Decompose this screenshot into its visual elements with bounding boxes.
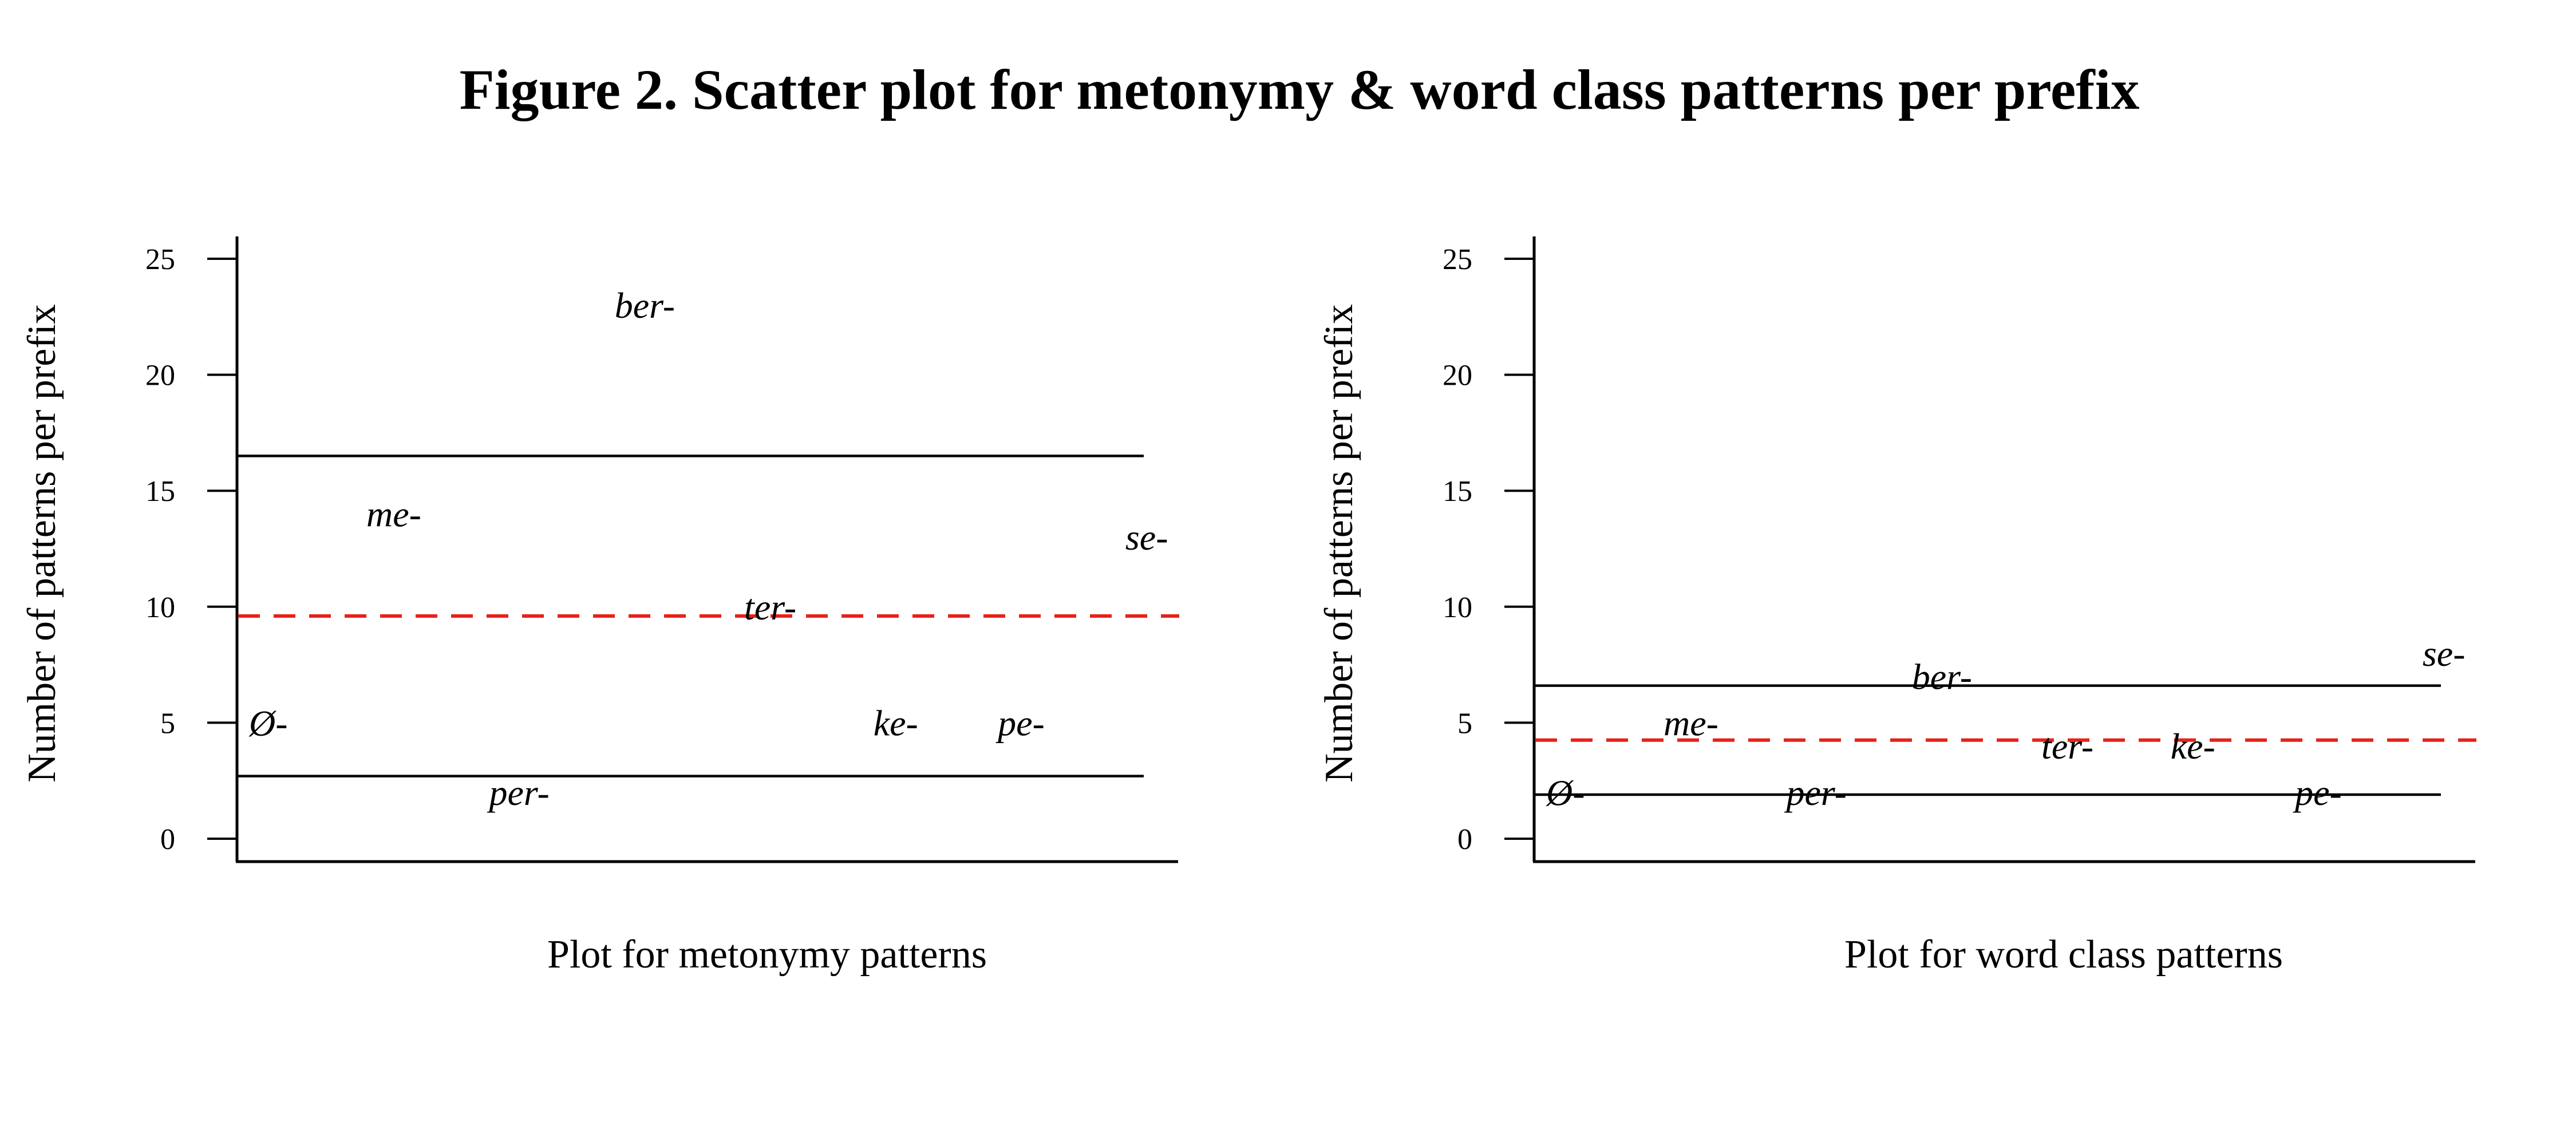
y-axis-label: Number of patterns per prefix bbox=[1317, 304, 1361, 783]
point-label-ber: ber- bbox=[615, 285, 675, 326]
point-label-pe: pe- bbox=[2293, 772, 2342, 813]
y-tick-label: 10 bbox=[145, 591, 175, 624]
point-label-me: me- bbox=[366, 494, 421, 535]
y-tick-label: 5 bbox=[1457, 707, 1472, 740]
x-axis-label: Plot for word class patterns bbox=[1844, 933, 2283, 977]
y-tick-label: 25 bbox=[145, 243, 175, 276]
point-label-ter: ter- bbox=[744, 587, 796, 627]
metonymy-plot: 0 5 10 15 20 25 Ø-me-per-ber-ter-ke-pe-se- Plot… bbox=[20, 236, 1179, 977]
y-tick-label: 15 bbox=[145, 475, 175, 508]
point-label-per: per- bbox=[1784, 772, 1847, 813]
y-axis-label: Number of patterns per prefix bbox=[20, 304, 64, 783]
y-tick-label: 5 bbox=[160, 707, 175, 740]
y-tick-label: 20 bbox=[1443, 360, 1472, 392]
y-tick-label: 20 bbox=[145, 360, 175, 392]
point-label-ke: ke- bbox=[2171, 726, 2215, 767]
point-label-ter: ter- bbox=[2041, 726, 2093, 767]
point-label-me: me- bbox=[1664, 702, 1718, 743]
point-label-pe: pe- bbox=[995, 702, 1045, 743]
y-tick-label: 0 bbox=[1457, 823, 1472, 856]
point-label-: Ø- bbox=[1546, 772, 1585, 813]
point-label-: Ø- bbox=[248, 702, 288, 743]
point-label-per: per- bbox=[487, 772, 550, 813]
y-tick-label: 25 bbox=[1443, 243, 1472, 276]
figure-title: Figure 2. Scatter plot for metonymy & wo… bbox=[460, 58, 2140, 121]
x-axis-label: Plot for metonymy patterns bbox=[547, 933, 987, 977]
point-label-ber: ber- bbox=[1912, 656, 1972, 697]
y-tick-label: 0 bbox=[160, 823, 175, 856]
word-class-plot: 0 5 10 15 20 25 Ø-me-per-ber-ter-ke-pe-se- Plot… bbox=[1317, 236, 2476, 977]
point-label-se: se- bbox=[1125, 517, 1168, 558]
point-label-ke: ke- bbox=[874, 702, 918, 743]
y-tick-label: 15 bbox=[1443, 475, 1472, 508]
point-label-se: se- bbox=[2423, 633, 2466, 674]
y-tick-label: 10 bbox=[1443, 591, 1472, 624]
